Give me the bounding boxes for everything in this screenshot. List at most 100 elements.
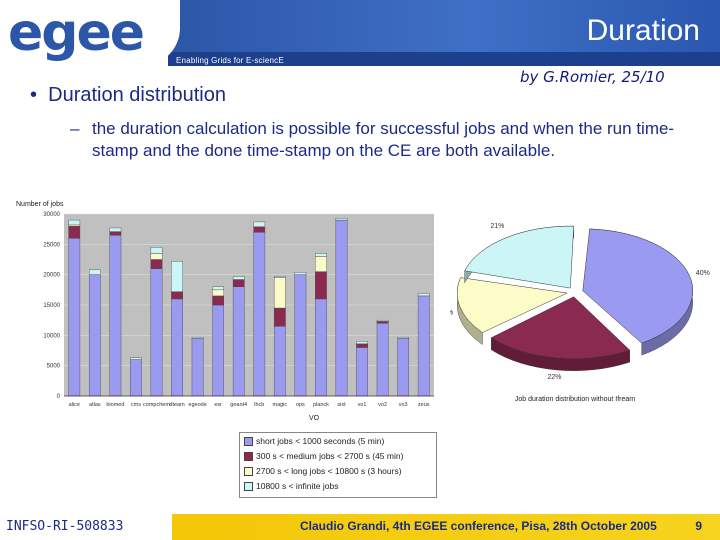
bar-segment <box>212 304 225 397</box>
pie-slice-label: 15% <box>450 309 453 316</box>
pie-slice-label: 22% <box>547 374 561 381</box>
bar-segment <box>150 247 163 254</box>
legend-label-long: 2700 s < long jobs < 10800 s (3 hours) <box>256 466 402 476</box>
x-tick-label: compchem <box>143 402 170 408</box>
x-tick-label: atlas <box>89 402 101 408</box>
legend-label-short: short jobs < 1000 seconds (5 min) <box>256 436 385 446</box>
pie-slice-label: 40% <box>696 270 710 277</box>
y-tick-label: 25000 <box>43 242 60 248</box>
bar-segment <box>130 357 142 360</box>
bar-segment <box>150 268 163 397</box>
bar-segment <box>109 235 122 397</box>
bar-segment <box>315 256 327 272</box>
bar-segment <box>232 279 245 287</box>
x-tick-label: geant4 <box>230 402 247 408</box>
legend-label-infinite: 10800 s < infinite jobs <box>256 481 339 491</box>
x-tick-label: dteam <box>169 402 185 408</box>
x-tick-label: lhcb <box>254 402 264 408</box>
legend-swatch-long <box>244 467 253 477</box>
legend-swatch-medium <box>244 452 253 462</box>
bar-segment <box>294 274 307 397</box>
bar-segment <box>130 359 142 397</box>
sub-bullet-text: the duration calculation is possible for… <box>92 119 675 160</box>
bar-segment <box>171 291 183 300</box>
bar-segment <box>376 319 389 322</box>
bar-segment <box>150 253 163 260</box>
y-tick-label: 5000 <box>47 364 61 370</box>
bullet-heading: • Duration distribution <box>30 84 226 107</box>
bar-segment <box>212 289 225 297</box>
bar-segment <box>315 271 327 300</box>
y-tick-label: 10000 <box>43 333 60 339</box>
legend-item-infinite: 10800 s < infinite jobs <box>244 481 338 495</box>
bar-segment <box>335 218 348 221</box>
bar-segment <box>253 226 266 233</box>
legend-item-medium: 300 s < medium jobs < 2700 s (45 min) <box>244 451 403 465</box>
bar-segment <box>212 286 225 291</box>
bar-segment <box>212 295 225 306</box>
page-number: 9 <box>695 519 702 533</box>
header-strip <box>168 52 720 66</box>
bar-segment <box>68 238 81 397</box>
bullet-text: Duration distribution <box>48 84 226 106</box>
legend-item-short: short jobs < 1000 seconds (5 min) <box>244 436 384 450</box>
sub-bullet: – the duration calculation is possible f… <box>70 118 700 162</box>
x-tick-label: ops <box>296 402 305 408</box>
bar-segment <box>88 274 101 397</box>
legend-swatch-infinite <box>244 482 253 492</box>
sub-bullet-dash: – <box>70 119 80 138</box>
x-tick-label: cms <box>131 402 141 408</box>
egee-logo-icon: egee <box>8 3 145 63</box>
legend-swatch-short <box>244 437 253 447</box>
bar-segment <box>397 338 410 397</box>
x-tick-label: egeode <box>188 402 206 408</box>
egee-logo: egee <box>0 0 180 66</box>
header: egee Enabling Grids for E-sciencE Durati… <box>0 0 720 66</box>
y-axis-label: Number of jobs <box>16 201 64 208</box>
bar-segment <box>171 261 183 292</box>
bar-segment <box>315 298 327 397</box>
pie-chart-title: Job duration distribution without Ifream <box>515 396 635 403</box>
logo-text: egee <box>8 3 143 62</box>
bar-segment <box>273 276 286 278</box>
x-tick-label: magic <box>272 402 287 408</box>
pie-slice <box>582 228 693 344</box>
footer-left-panel <box>0 514 172 540</box>
x-tick-label: vo2 <box>378 402 387 408</box>
bar-segment <box>356 341 368 345</box>
legend-item-long: 2700 s < long jobs < 10800 s (3 hours) <box>244 466 402 480</box>
footer-credit: Claudio Grandi, 4th EGEE conference, Pis… <box>300 519 657 533</box>
byline: by G.Romier, 25/10 <box>520 68 665 86</box>
y-tick-label: 20000 <box>43 273 60 279</box>
bar-segment <box>335 219 348 397</box>
y-tick-label: 0 <box>57 394 61 400</box>
bar-segment <box>191 336 204 339</box>
bar-segment <box>68 219 81 226</box>
bar-segment <box>417 293 430 297</box>
bar-segment <box>171 298 183 397</box>
bar-segment <box>191 338 204 397</box>
bar-segment <box>397 336 410 339</box>
x-tick-label: sixt <box>337 402 346 408</box>
bar-segment <box>232 276 245 280</box>
pie-slice-label: 21% <box>490 223 504 230</box>
bar-segment <box>273 277 286 309</box>
x-tick-label: biomed <box>106 402 124 408</box>
pie-slice <box>464 225 575 289</box>
x-axis-label: VO <box>309 415 320 422</box>
bar-segment <box>109 231 122 236</box>
x-tick-label: alice <box>69 402 80 408</box>
x-tick-label: esr <box>214 402 222 408</box>
bar-segment <box>109 227 122 232</box>
x-tick-label: zeus <box>418 402 430 408</box>
bar-segment <box>273 307 286 327</box>
bar-segment <box>253 221 266 227</box>
bar-segment <box>376 321 389 324</box>
bullet-dot: • <box>30 84 49 106</box>
bar-segment <box>356 347 368 397</box>
x-tick-label: planck <box>313 402 329 408</box>
pie-slice <box>456 277 569 333</box>
bar-segment <box>294 272 307 275</box>
bar-segment <box>273 326 286 397</box>
bar-segment <box>150 259 163 269</box>
